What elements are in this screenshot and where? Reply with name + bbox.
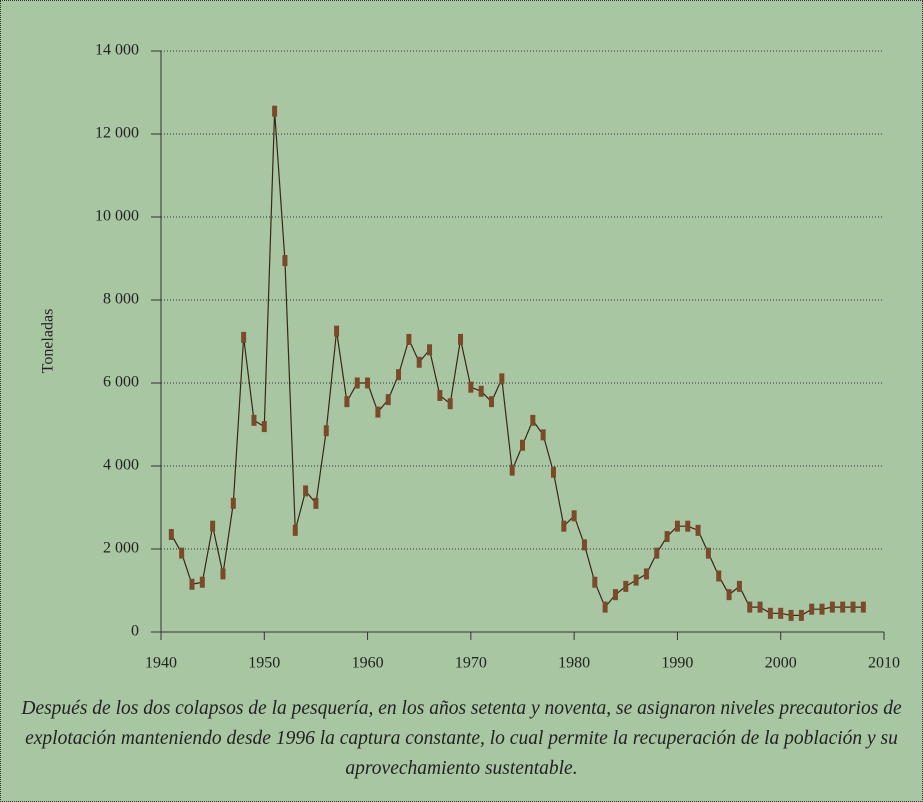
caption: Después de los dos colapsos de la pesque…	[21, 698, 902, 779]
data-point	[747, 601, 753, 613]
data-point	[860, 601, 866, 613]
x-tick-label: 2010	[868, 655, 900, 672]
data-line	[170, 111, 864, 616]
data-point	[550, 466, 556, 478]
data-point	[767, 607, 773, 619]
data-point	[612, 589, 618, 601]
data-point	[520, 439, 525, 451]
data-point	[251, 414, 257, 426]
data-point	[674, 520, 680, 532]
data-point	[375, 406, 381, 418]
data-point	[633, 574, 639, 586]
data-point	[168, 528, 174, 540]
x-tick-label: 2000	[765, 655, 797, 672]
data-point	[489, 396, 495, 408]
data-point	[458, 333, 464, 345]
data-point	[788, 609, 794, 621]
x-tick-label: 1960	[352, 655, 384, 672]
data-point	[292, 524, 298, 536]
data-point	[354, 377, 360, 389]
x-tick-label: 1980	[558, 655, 590, 672]
x-tick-label: 1990	[661, 655, 693, 672]
data-point	[509, 464, 515, 476]
y-tick-label: 8 000	[103, 291, 139, 308]
data-point	[282, 255, 288, 267]
data-point	[303, 485, 309, 497]
data-point	[530, 414, 536, 426]
data-point	[189, 578, 195, 590]
chart: Toneladas 0 2 000 4 000 6 000 8 000 10 000 12 …	[40, 42, 900, 672]
data-point	[819, 603, 825, 615]
data-point	[695, 524, 701, 536]
data-point	[829, 601, 835, 613]
data-point	[840, 601, 846, 613]
data-point	[365, 377, 371, 389]
data-point	[241, 331, 247, 343]
data-point	[726, 589, 732, 601]
data-point	[220, 568, 226, 580]
data-point	[323, 425, 329, 437]
data-point	[716, 570, 722, 582]
data-point	[850, 601, 856, 613]
y-tick-label: 0	[131, 623, 139, 640]
data-point	[406, 333, 412, 345]
data-point	[602, 601, 608, 613]
data-point	[385, 394, 391, 406]
data-point	[592, 576, 598, 588]
x-tick-label: 1970	[455, 655, 487, 672]
data-point	[499, 373, 505, 385]
data-point	[705, 547, 711, 559]
data-point	[447, 398, 453, 410]
data-point	[623, 580, 629, 592]
y-tick-label: 4 000	[103, 457, 139, 474]
data-point	[344, 396, 350, 408]
data-point	[685, 520, 691, 532]
y-tick-label: 10 000	[95, 208, 139, 225]
data-point	[778, 607, 784, 619]
data-point	[261, 421, 267, 433]
data-point	[437, 389, 443, 401]
y-tick-label: 12 000	[95, 125, 139, 142]
data-point	[478, 385, 484, 397]
data-point	[809, 603, 815, 615]
data-point	[664, 531, 670, 543]
data-point	[757, 601, 763, 613]
data-point	[313, 497, 319, 509]
data-point	[334, 325, 340, 337]
data-point	[416, 356, 422, 368]
data-point	[230, 497, 236, 509]
data-point	[561, 520, 567, 532]
y-tick-label: 6 000	[103, 374, 139, 391]
data-point	[427, 344, 433, 356]
data-point	[272, 105, 278, 117]
data-point	[210, 520, 216, 532]
data-point	[571, 510, 577, 522]
data-point	[540, 429, 546, 441]
y-tick-label: 14 000	[95, 42, 139, 59]
data-point	[643, 568, 649, 580]
data-point	[396, 369, 402, 381]
y-tick-label: 2 000	[103, 540, 139, 557]
x-tick-label: 1940	[145, 655, 177, 672]
data-point	[179, 547, 185, 559]
data-point	[468, 381, 474, 393]
data-point	[736, 580, 742, 592]
data-point	[199, 576, 205, 588]
x-tick-label: 1950	[248, 655, 280, 672]
y-axis-label: Toneladas	[40, 309, 57, 374]
data-point	[654, 547, 660, 559]
data-point	[798, 609, 804, 621]
data-point	[581, 539, 587, 551]
